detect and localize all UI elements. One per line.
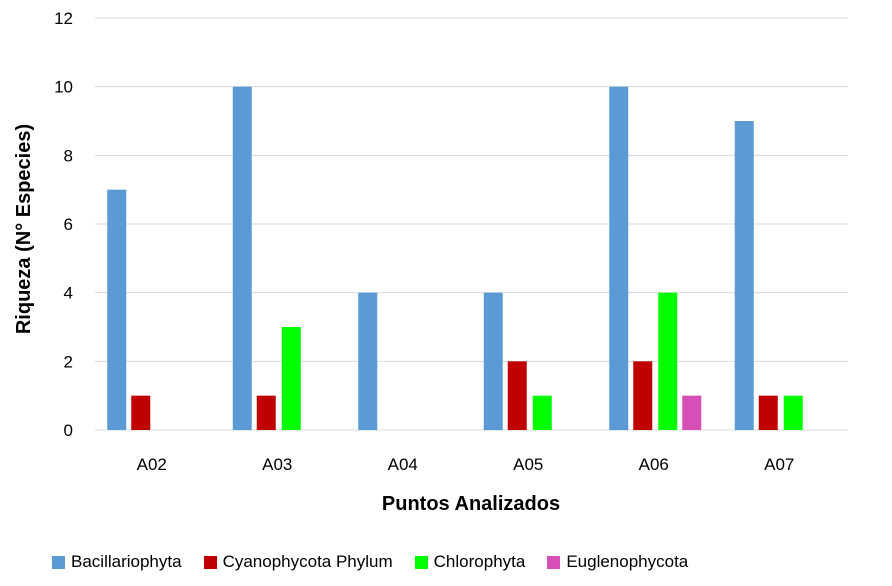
y-tick-label: 8 — [64, 146, 73, 165]
y-axis-title: Riqueza (N° Especies) — [13, 124, 35, 334]
bar-bacillariophyta-a06 — [609, 86, 629, 431]
bar-euglenophycota-a06 — [682, 395, 702, 430]
x-tick-label: A07 — [764, 455, 794, 474]
x-tick-label: A06 — [639, 455, 669, 474]
legend-label: Bacillariophyta — [71, 552, 182, 571]
legend-item-bacillariophyta: Bacillariophyta — [52, 552, 182, 572]
bar-chlorophyta-a05 — [532, 395, 552, 430]
bar-cyanophycota-phylum-a02 — [131, 395, 151, 430]
x-tick-label: A02 — [137, 455, 167, 474]
bar-chlorophyta-a07 — [783, 395, 803, 430]
x-tick-label: A05 — [513, 455, 543, 474]
bar-chlorophyta-a03 — [281, 327, 301, 430]
legend-item-chlorophyta: Chlorophyta — [414, 552, 526, 572]
y-tick-label: 2 — [64, 352, 73, 371]
legend-item-euglenophycota: Euglenophycota — [547, 552, 688, 572]
bar-bacillariophyta-a03 — [232, 86, 252, 431]
legend-label: Chlorophyta — [433, 552, 526, 571]
y-tick-label: 0 — [64, 421, 73, 440]
legend-swatch — [52, 555, 65, 569]
y-tick-label: 4 — [64, 284, 73, 303]
bar-cyanophycota-phylum-a05 — [507, 361, 527, 430]
bar-chlorophyta-a06 — [658, 292, 678, 430]
bars — [107, 86, 803, 431]
bar-bacillariophyta-a02 — [107, 189, 127, 430]
y-tick-label: 10 — [54, 78, 73, 97]
bar-cyanophycota-phylum-a06 — [633, 361, 653, 430]
legend: Bacillariophyta Cyanophycota Phylum Chloro… — [52, 552, 688, 572]
legend-swatch — [203, 555, 217, 569]
legend-item-cyanophycota-phylum: Cyanophycota Phylum — [203, 552, 393, 572]
legend-swatch — [414, 555, 428, 569]
x-tick-label: A03 — [262, 455, 292, 474]
y-tick-label: 6 — [64, 215, 73, 234]
gridlines — [95, 17, 848, 431]
legend-swatch — [547, 555, 561, 569]
bar-cyanophycota-phylum-a07 — [758, 395, 778, 430]
legend-label: Euglenophycota — [566, 552, 689, 571]
x-tick-label: A04 — [388, 455, 418, 474]
y-tick-label: 12 — [54, 9, 73, 28]
y-tick-labels: 0 2 4 6 8 10 12 — [54, 9, 73, 440]
x-axis-title: Puntos Analizados — [382, 493, 560, 515]
legend-label: Cyanophycota Phylum — [222, 552, 393, 571]
bar-bacillariophyta-a04 — [358, 292, 378, 430]
bar-cyanophycota-phylum-a03 — [256, 395, 276, 430]
bar-bacillariophyta-a07 — [734, 121, 754, 430]
x-tick-labels: A02 A03 A04 A05 A06 A07 — [137, 455, 795, 474]
bar-bacillariophyta-a05 — [483, 292, 503, 430]
